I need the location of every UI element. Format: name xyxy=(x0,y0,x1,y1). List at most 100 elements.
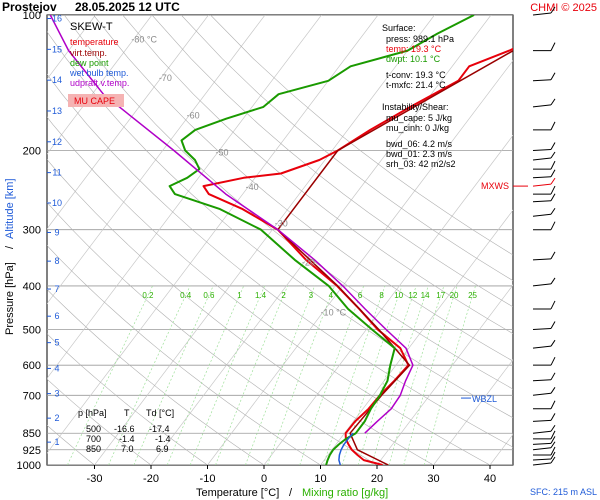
dry-adiabat xyxy=(47,116,491,465)
isotherm-label: -80 °C xyxy=(131,34,157,44)
isotherm-line xyxy=(433,359,513,465)
altitude-tick-label: 3 xyxy=(54,389,59,399)
pressure-tick-label: 600 xyxy=(23,360,41,372)
mu-cinh-value: mu_cinh: 0 J/kg xyxy=(386,123,449,133)
x-tick-label: 20 xyxy=(371,473,383,485)
wind-barb-flag xyxy=(550,451,556,460)
dry-adiabat xyxy=(47,378,152,465)
altitude-tick-label: 6 xyxy=(54,311,59,321)
wind-barb-flag xyxy=(550,424,556,432)
dry-adiabat xyxy=(47,289,265,465)
wind-barb-flag xyxy=(550,251,556,260)
isotherm-line xyxy=(47,15,153,155)
mixing-ratio-line xyxy=(245,285,316,465)
mixing-ratio-line xyxy=(388,285,445,465)
wind-barb xyxy=(532,345,552,349)
wind-barb xyxy=(532,176,552,179)
srh03-value: srh_03: 42 m2/s2 xyxy=(386,159,456,169)
wind-barb-flag xyxy=(550,193,556,201)
wind-barb-flag xyxy=(550,177,556,185)
surface-temp: temp: 19.3 °C xyxy=(386,44,442,54)
mu-cape-tag: MU CAPE xyxy=(74,96,115,106)
wind-barb-flag xyxy=(550,372,556,381)
x-axis-title-sep: / xyxy=(289,487,293,499)
mixing-ratio-label: 2 xyxy=(281,291,286,300)
mixing-ratio-line xyxy=(215,285,288,465)
mu-cape-tag-bg xyxy=(68,94,124,107)
wind-barb xyxy=(532,12,552,16)
isotherm-line xyxy=(207,60,513,465)
mixing-ratio-label: 17 xyxy=(436,291,445,300)
wind-barb xyxy=(532,183,552,187)
isotherm-line xyxy=(47,15,266,305)
altitude-tick-label: 2 xyxy=(54,413,59,423)
mixing-ratio-label: 6 xyxy=(358,291,363,300)
wind-barb-flag xyxy=(550,441,556,449)
wind-barbs xyxy=(461,6,556,466)
wind-barb-flag xyxy=(550,221,556,230)
isotherm-label: -40 xyxy=(246,182,259,192)
wind-barb xyxy=(532,430,552,434)
levels-table: p [hPa] T Td [°C] 500 -16.6 -17.4 700 -1… xyxy=(78,408,174,454)
dry-adiabat xyxy=(93,15,513,362)
pressure-tick-label: 1000 xyxy=(17,460,41,472)
wind-barb xyxy=(532,447,552,451)
table-row-500-td: -17.4 xyxy=(149,424,170,434)
pressure-tick-label: 200 xyxy=(23,145,41,157)
mixing-ratio-label: 10 xyxy=(394,291,403,300)
wind-barb xyxy=(532,213,552,217)
mixing-ratio-label: 12 xyxy=(408,291,417,300)
dry-adiabat xyxy=(47,159,434,465)
isotherm-line xyxy=(47,15,209,230)
mu-cape-value: mu_cape: 5 J/kg xyxy=(386,113,452,123)
wind-barb xyxy=(532,200,552,203)
isotherm-label: -60 xyxy=(187,111,200,121)
altitude-tick-label: 16 xyxy=(52,14,62,24)
sfc-label: SFC: 215 m ASL xyxy=(530,487,597,497)
wind-barb-flag xyxy=(550,169,556,178)
wind-barb-flag xyxy=(550,98,556,106)
altitude-tick-label: 9 xyxy=(54,227,59,237)
wind-barb-flag xyxy=(550,321,556,329)
mixing-ratio-line xyxy=(323,285,386,465)
isotherm-line xyxy=(47,15,379,454)
pressure-tick-label: 300 xyxy=(23,225,41,237)
wind-barb-flag xyxy=(550,456,556,464)
table-row-850-td: 6.9 xyxy=(156,444,169,454)
mixing-ratio-line xyxy=(67,285,153,465)
wind-barb-flag xyxy=(550,142,556,150)
isotherm-line xyxy=(263,134,513,465)
series-wet-bulb-temp- xyxy=(338,432,354,465)
wind-barb-flag xyxy=(550,6,556,14)
x-axis-title-mix: Mixing ratio [g/kg] xyxy=(302,487,388,499)
dry-adiabat xyxy=(47,424,95,465)
wind-barb-flag xyxy=(550,207,556,215)
wind-barb-flag xyxy=(550,277,556,285)
dry-adiabat xyxy=(47,73,513,448)
pressure-tick-label: 925 xyxy=(23,445,41,457)
mixing-ratio-line xyxy=(108,285,191,465)
isotherm-label: -50 xyxy=(216,147,229,157)
mixing-ratio-label: 1 xyxy=(237,291,242,300)
surface-heading: Surface: xyxy=(382,23,416,33)
legend-title: SKEW-T xyxy=(70,21,113,33)
x-tick-label: -30 xyxy=(87,473,103,485)
station-title: Prostejov xyxy=(2,0,57,14)
y-axis-title-pressure: Pressure [hPa] xyxy=(4,262,16,335)
mixing-ratio-label: 14 xyxy=(421,291,430,300)
isotherm-line xyxy=(489,433,513,465)
wind-barb-flag xyxy=(550,339,556,347)
legend-temperature: temperature xyxy=(70,37,119,47)
wind-barb-flag xyxy=(550,436,556,444)
wind-barb xyxy=(532,392,552,396)
wind-barb xyxy=(532,148,552,151)
mixing-ratio-line xyxy=(403,285,458,465)
wind-barb xyxy=(532,462,552,466)
wind-barb-flag xyxy=(550,387,556,394)
surface-tmxfc: t-mxfc: 21.4 °C xyxy=(386,80,446,90)
wbzl-label: WBZL xyxy=(472,394,497,404)
altitude-tick-label: 10 xyxy=(52,198,62,208)
axis-layer: 0.2 0.4 0.6 1 1.4 2 3 4 6 8 10 12 14 17 20 25-80 °C-70-… xyxy=(17,10,497,485)
y-axis-title-altitude: Altitude [km] xyxy=(4,178,16,239)
